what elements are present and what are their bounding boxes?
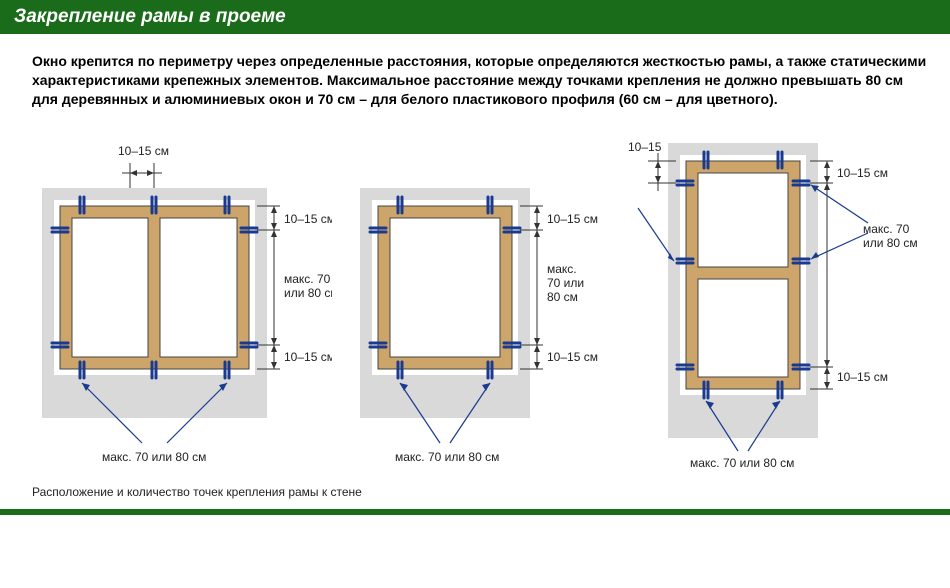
diagram-b: 10–15 см макс.70 или80 см 10–15 см макс.… [350,133,610,473]
header-bar: Закрепление рамы в проеме [0,0,950,34]
leaders-c-right [811,185,868,259]
sash-a-left [72,218,148,357]
dim-c-r1: 10–15 см [837,166,888,180]
diagram-b-svg: 10–15 см макс.70 или80 см 10–15 см макс.… [350,133,610,473]
diagram-c-svg: 10–15 см 10–15 см макс. 70или 80 см [628,133,928,473]
dim-c-r2: макс. 70или 80 см [863,222,918,250]
caption: Расположение и количество точек креплени… [32,485,930,499]
dim-top-a: 10–15 см [118,144,169,188]
dim-a-r2: макс. 70или 80 см [284,272,332,300]
bottom-bar [0,509,950,515]
dim-c-r3: 10–15 см [837,370,888,384]
dim-a-top: 10–15 см [118,144,169,158]
diagram-a: 10–15 см макс. 70или 80 см 10–15 см 10–1… [32,133,332,473]
dim-b-r1: 10–15 см [547,212,598,226]
dim-a-r1: 10–15 см [284,212,332,226]
intro-text: Окно крепится по периметру через определ… [32,52,930,109]
diagram-c: 10–15 см 10–15 см макс. 70или 80 см [628,133,928,473]
dim-c-tl: 10–15 [628,140,662,154]
dim-right-b: 10–15 см макс.70 или80 см 10–15 см [520,206,598,369]
sash-a-right [160,218,237,357]
dim-a-r3: 10–15 см [284,350,332,364]
sash-c-top [698,173,788,267]
dim-b-r2: макс.70 или80 см [547,262,584,304]
diagram-a-svg: 10–15 см макс. 70или 80 см 10–15 см 10–1… [32,133,332,473]
content-area: Окно крепится по периметру через определ… [0,34,950,509]
dim-a-bottom: макс. 70 или 80 см [102,450,206,464]
dim-b-r3: 10–15 см [547,350,598,364]
dim-right-a: 10–15 см макс. 70или 80 см 10–15 см [257,206,332,369]
dim-right-c: 10–15 см 10–15 см [810,161,888,389]
dim-b-bottom: макс. 70 или 80 см [395,450,499,464]
header-title: Закрепление рамы в проеме [14,6,286,27]
diagram-row: 10–15 см макс. 70или 80 см 10–15 см 10–1… [32,133,930,473]
dim-c-bottom: макс. 70 или 80 см [690,456,794,470]
sash-c-bottom [698,279,788,377]
sash-b [390,218,500,357]
